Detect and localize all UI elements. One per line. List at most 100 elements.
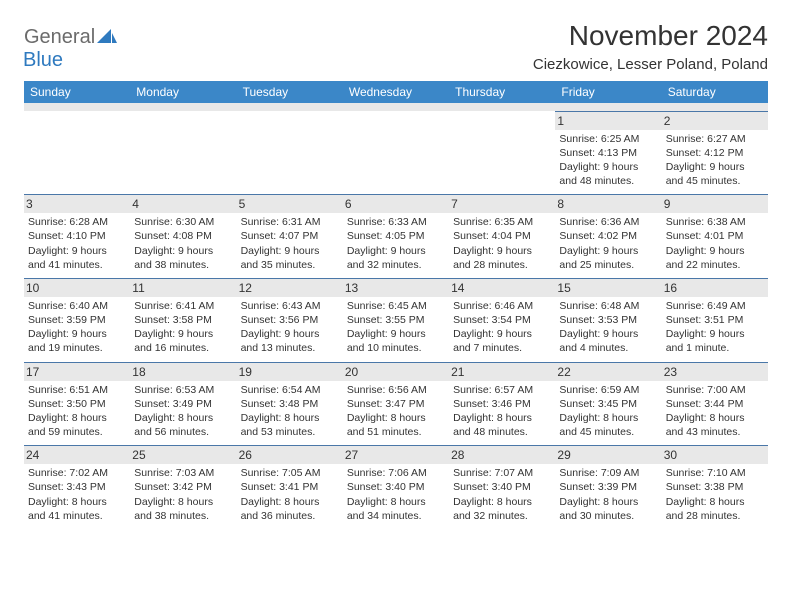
day-number: 9 — [662, 195, 768, 213]
calendar-table: SundayMondayTuesdayWednesdayThursdayFrid… — [24, 81, 768, 529]
weekday-header-cell: Wednesday — [343, 81, 449, 103]
page-title: November 2024 — [533, 20, 768, 52]
day-cell: 25Sunrise: 7:03 AMSunset: 3:42 PMDayligh… — [130, 446, 236, 529]
logo-text-blue: Blue — [23, 49, 63, 71]
day-info: Sunrise: 6:59 AMSunset: 3:45 PMDaylight:… — [559, 383, 657, 440]
day-number: 5 — [237, 195, 343, 213]
day-cell: 28Sunrise: 7:07 AMSunset: 3:40 PMDayligh… — [449, 446, 555, 529]
day-number: 12 — [237, 279, 343, 297]
day-number: 29 — [555, 446, 661, 464]
title-block: November 2024 Ciezkowice, Lesser Poland,… — [533, 20, 768, 73]
day-cell: 23 Sunrise: 7:00 AMSunset: 3:44 PMDayligh… — [662, 362, 768, 446]
day-number: 22 — [555, 363, 661, 381]
day-cell: 12 Sunrise: 6:43 AMSunset: 3:56 PMDayligh… — [237, 278, 343, 362]
day-cell: 14 Sunrise: 6:46 AMSunset: 3:54 PMDayligh… — [449, 278, 555, 362]
day-info: Sunrise: 7:10 AMSunset: 3:38 PMDaylight:… — [666, 466, 764, 523]
day-number: 24 — [24, 446, 130, 464]
day-number: 27 — [343, 446, 449, 464]
calendar-week-row: 10 Sunrise: 6:40 AMSunset: 3:59 PMDayligh… — [24, 278, 768, 362]
day-info: Sunrise: 7:09 AMSunset: 3:39 PMDaylight:… — [559, 466, 657, 523]
logo-sail-icon — [97, 27, 117, 43]
day-number: 19 — [237, 363, 343, 381]
day-cell: 8Sunrise: 6:36 AMSunset: 4:02 PMDaylight… — [555, 195, 661, 279]
day-info: Sunrise: 6:33 AMSunset: 4:05 PMDaylight:… — [347, 215, 445, 272]
day-info: Sunrise: 7:00 AMSunset: 3:44 PMDaylight:… — [666, 383, 764, 440]
day-info: Sunrise: 6:53 AMSunset: 3:49 PMDaylight:… — [134, 383, 232, 440]
day-info: Sunrise: 6:54 AMSunset: 3:48 PMDaylight:… — [241, 383, 339, 440]
day-number: 3 — [24, 195, 130, 213]
weekday-header-cell: Thursday — [449, 81, 555, 103]
day-number: 13 — [343, 279, 449, 297]
day-cell: 6 Sunrise: 6:33 AMSunset: 4:05 PMDaylight… — [343, 195, 449, 279]
logo: General Blue — [24, 20, 117, 72]
empty-day-cell — [237, 111, 343, 195]
day-info: Sunrise: 6:30 AMSunset: 4:08 PMDaylight:… — [134, 215, 232, 272]
day-info: Sunrise: 6:31 AMSunset: 4:07 PMDaylight:… — [241, 215, 339, 272]
calendar-week-row: 1 Sunrise: 6:25 AMSunset: 4:13 PMDaylight… — [24, 111, 768, 195]
day-number: 1 — [555, 112, 661, 130]
day-number: 10 — [24, 279, 130, 297]
day-cell: 29 Sunrise: 7:09 AMSunset: 3:39 PMDayligh… — [555, 446, 661, 529]
day-number: 14 — [449, 279, 555, 297]
day-number: 15 — [555, 279, 661, 297]
day-cell: 9 Sunrise: 6:38 AMSunset: 4:01 PMDaylight… — [662, 195, 768, 279]
day-cell: 18 Sunrise: 6:53 AMSunset: 3:49 PMDayligh… — [130, 362, 236, 446]
day-cell: 2Sunrise: 6:27 AMSunset: 4:12 PMDaylight… — [662, 111, 768, 195]
day-cell: 10 Sunrise: 6:40 AMSunset: 3:59 PMDayligh… — [24, 278, 130, 362]
day-info: Sunrise: 7:02 AMSunset: 3:43 PMDaylight:… — [28, 466, 126, 523]
day-number: 18 — [130, 363, 236, 381]
weekday-header-cell: Monday — [130, 81, 236, 103]
day-number: 30 — [662, 446, 768, 464]
day-info: Sunrise: 7:06 AMSunset: 3:40 PMDaylight:… — [347, 466, 445, 523]
header: General Blue November 2024 Ciezkowice, L… — [24, 20, 768, 73]
day-cell: 19 Sunrise: 6:54 AMSunset: 3:48 PMDayligh… — [237, 362, 343, 446]
empty-day-cell — [343, 111, 449, 195]
day-info: Sunrise: 6:46 AMSunset: 3:54 PMDaylight:… — [453, 299, 551, 356]
empty-day-cell — [449, 111, 555, 195]
day-info: Sunrise: 6:25 AMSunset: 4:13 PMDaylight:… — [559, 132, 657, 189]
weekday-header-cell: Tuesday — [237, 81, 343, 103]
day-cell: 21Sunrise: 6:57 AMSunset: 3:46 PMDayligh… — [449, 362, 555, 446]
day-number: 21 — [449, 363, 555, 381]
day-cell: 13 Sunrise: 6:45 AMSunset: 3:55 PMDayligh… — [343, 278, 449, 362]
day-cell: 3 Sunrise: 6:28 AMSunset: 4:10 PMDaylight… — [24, 195, 130, 279]
day-number: 11 — [130, 279, 236, 297]
day-info: Sunrise: 6:45 AMSunset: 3:55 PMDaylight:… — [347, 299, 445, 356]
day-cell: 11Sunrise: 6:41 AMSunset: 3:58 PMDayligh… — [130, 278, 236, 362]
day-cell: 5 Sunrise: 6:31 AMSunset: 4:07 PMDaylight… — [237, 195, 343, 279]
day-cell: 16Sunrise: 6:49 AMSunset: 3:51 PMDayligh… — [662, 278, 768, 362]
calendar-week-row: 3 Sunrise: 6:28 AMSunset: 4:10 PMDaylight… — [24, 195, 768, 279]
location-text: Ciezkowice, Lesser Poland, Poland — [533, 56, 768, 73]
day-info: Sunrise: 6:27 AMSunset: 4:12 PMDaylight:… — [666, 132, 764, 189]
day-info: Sunrise: 6:28 AMSunset: 4:10 PMDaylight:… — [28, 215, 126, 272]
weekday-header-cell: Sunday — [24, 81, 130, 103]
day-cell: 24 Sunrise: 7:02 AMSunset: 3:43 PMDayligh… — [24, 446, 130, 529]
day-number: 6 — [343, 195, 449, 213]
day-info: Sunrise: 7:07 AMSunset: 3:40 PMDaylight:… — [453, 466, 551, 523]
calendar-week-row: 17 Sunrise: 6:51 AMSunset: 3:50 PMDayligh… — [24, 362, 768, 446]
weekday-header-cell: Saturday — [662, 81, 768, 103]
day-cell: 20Sunrise: 6:56 AMSunset: 3:47 PMDayligh… — [343, 362, 449, 446]
logo-text: General Blue — [24, 26, 117, 72]
day-info: Sunrise: 6:38 AMSunset: 4:01 PMDaylight:… — [666, 215, 764, 272]
day-info: Sunrise: 6:51 AMSunset: 3:50 PMDaylight:… — [28, 383, 126, 440]
day-info: Sunrise: 6:49 AMSunset: 3:51 PMDaylight:… — [666, 299, 764, 356]
day-number: 8 — [555, 195, 661, 213]
day-info: Sunrise: 6:43 AMSunset: 3:56 PMDaylight:… — [241, 299, 339, 356]
day-number: 23 — [662, 363, 768, 381]
day-cell: 17 Sunrise: 6:51 AMSunset: 3:50 PMDayligh… — [24, 362, 130, 446]
day-cell: 1 Sunrise: 6:25 AMSunset: 4:13 PMDaylight… — [555, 111, 661, 195]
day-info: Sunrise: 6:40 AMSunset: 3:59 PMDaylight:… — [28, 299, 126, 356]
day-cell: 4Sunrise: 6:30 AMSunset: 4:08 PMDaylight… — [130, 195, 236, 279]
empty-day-cell — [24, 111, 130, 195]
day-number: 17 — [24, 363, 130, 381]
day-info: Sunrise: 6:48 AMSunset: 3:53 PMDaylight:… — [559, 299, 657, 356]
day-cell: 30 Sunrise: 7:10 AMSunset: 3:38 PMDayligh… — [662, 446, 768, 529]
logo-text-general: General — [24, 26, 95, 48]
day-cell: 15 Sunrise: 6:48 AMSunset: 3:53 PMDayligh… — [555, 278, 661, 362]
day-number: 20 — [343, 363, 449, 381]
day-number: 7 — [449, 195, 555, 213]
empty-day-cell — [130, 111, 236, 195]
day-cell: 7Sunrise: 6:35 AMSunset: 4:04 PMDaylight… — [449, 195, 555, 279]
day-cell: 26Sunrise: 7:05 AMSunset: 3:41 PMDayligh… — [237, 446, 343, 529]
